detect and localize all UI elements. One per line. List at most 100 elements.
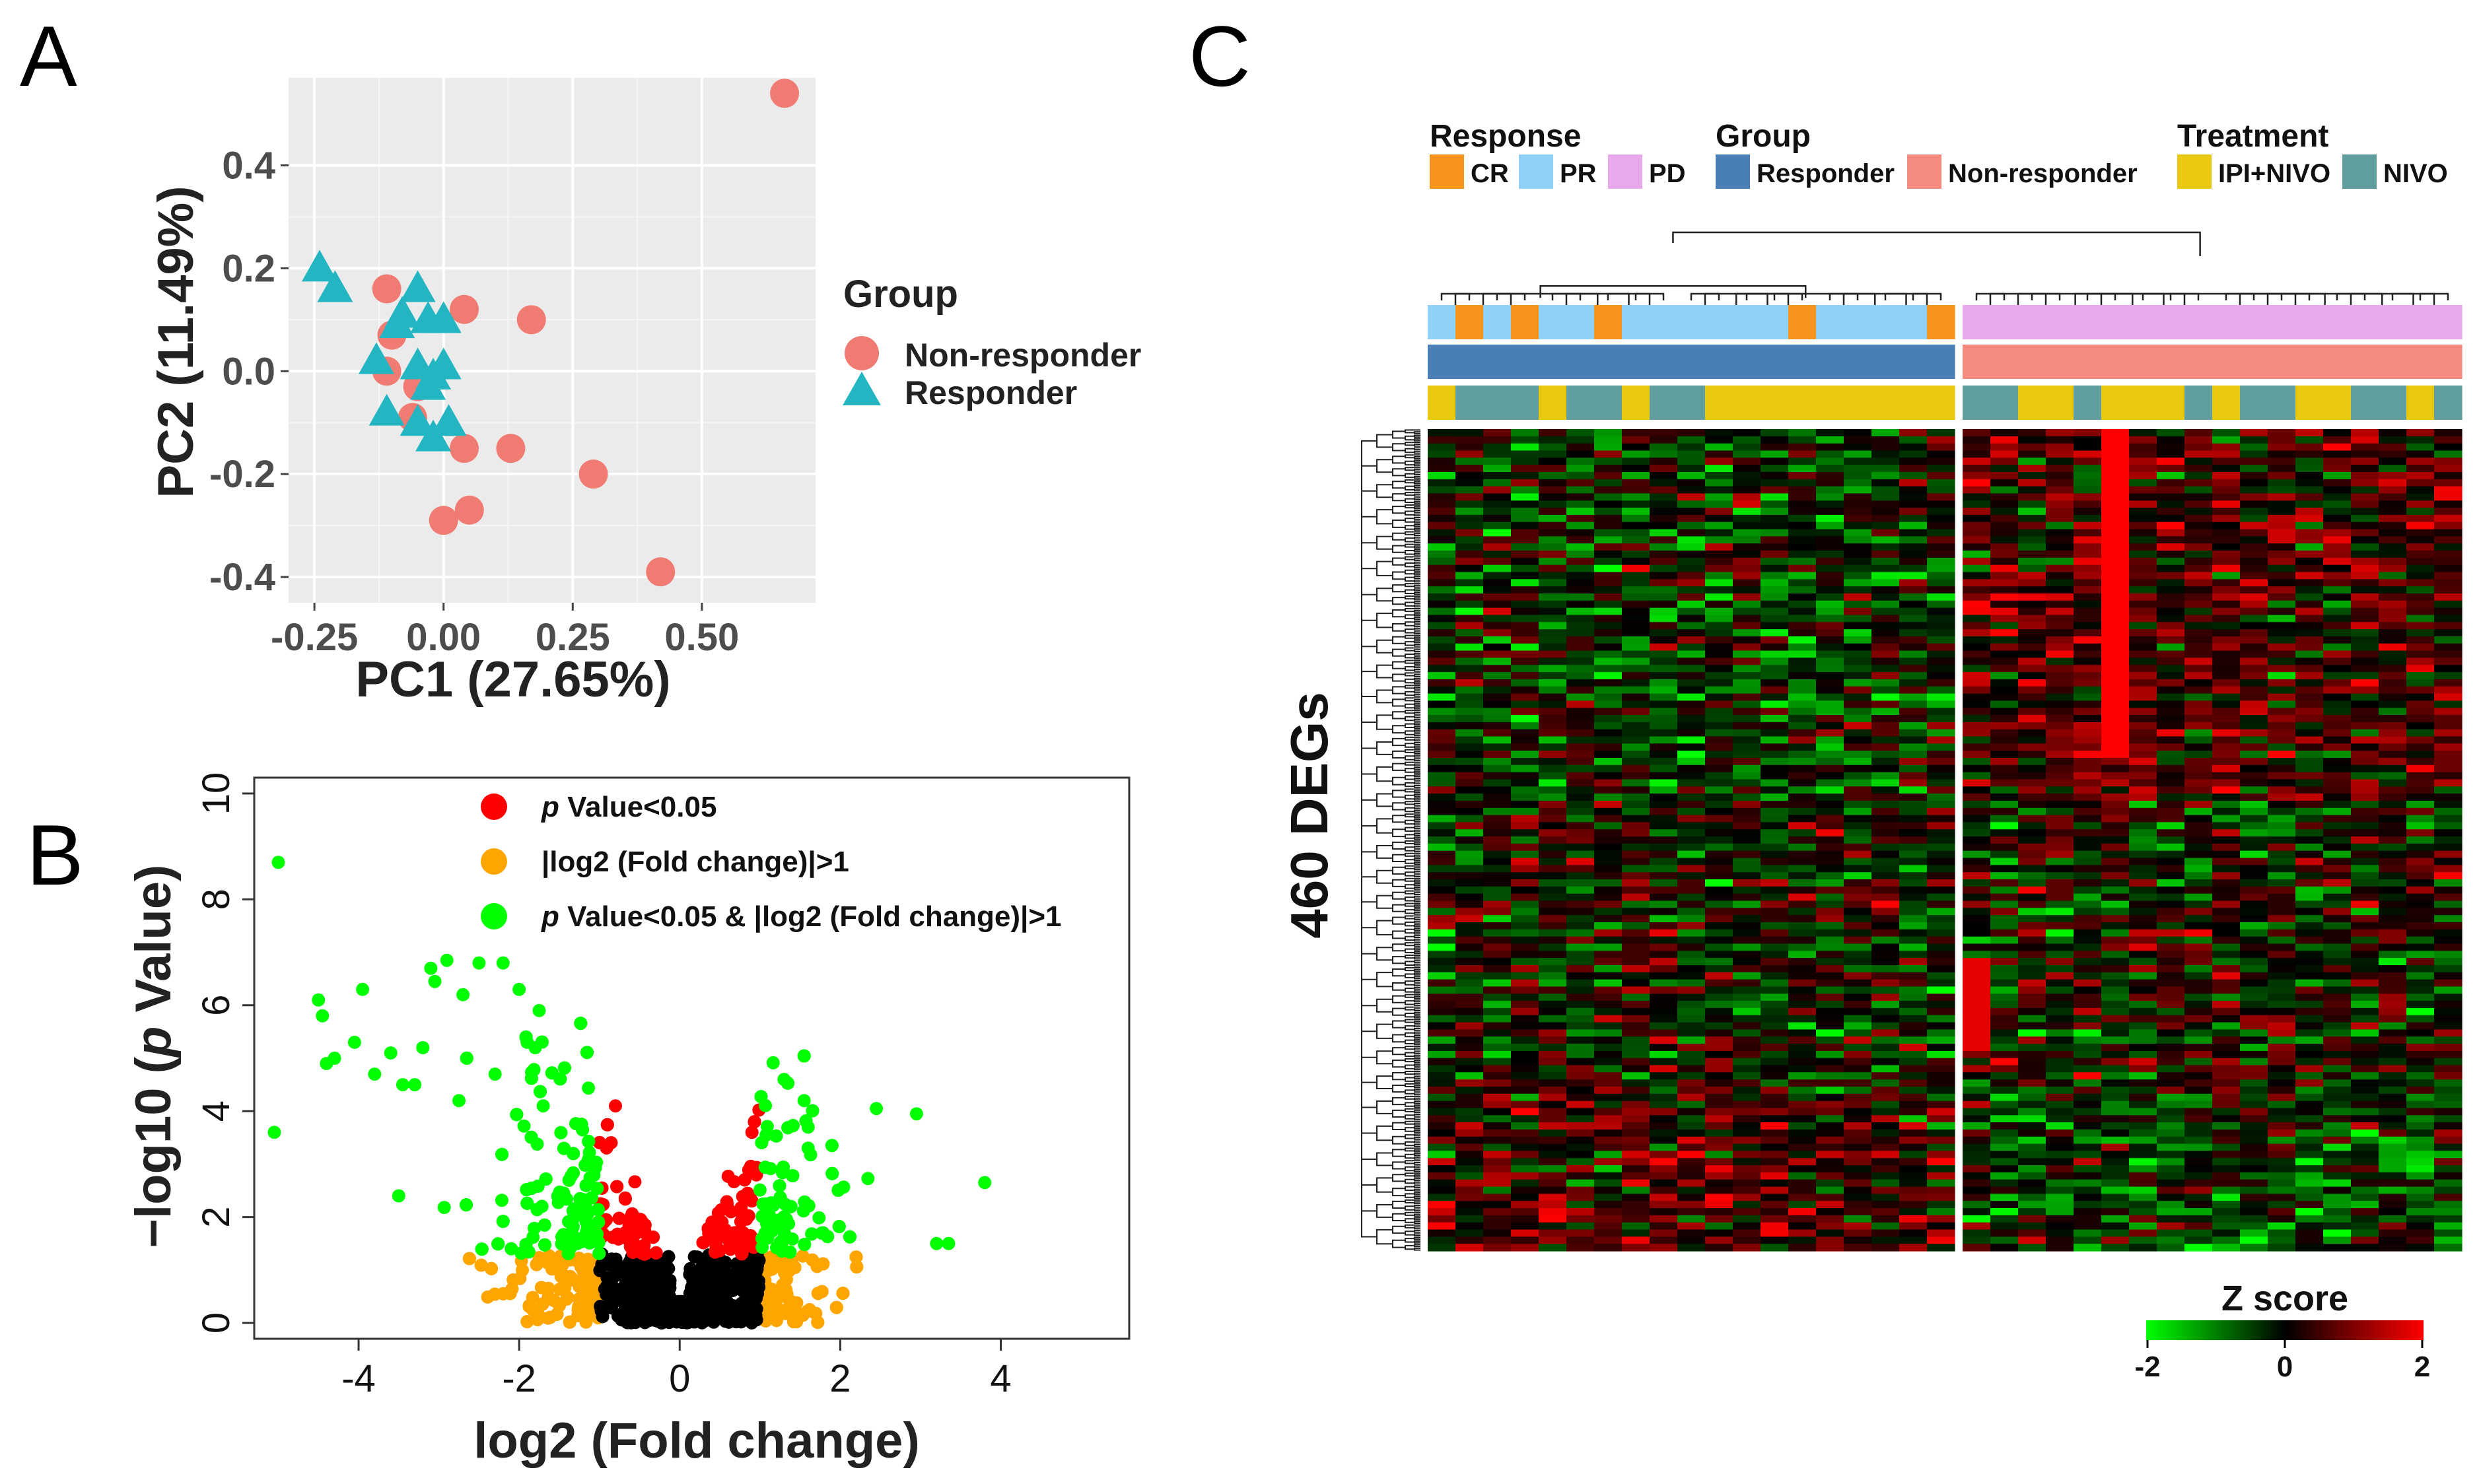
- heatmap-cell: [2434, 650, 2462, 658]
- volcano-point: [801, 1141, 815, 1155]
- heatmap-cell: [1539, 700, 1567, 708]
- heatmap-cell: [1539, 593, 1567, 601]
- heatmap-cell: [1677, 486, 1706, 494]
- heatmap-cell: [2323, 615, 2352, 623]
- heatmap-cell: [2046, 572, 2074, 580]
- volcano-point: [611, 1309, 625, 1323]
- heatmap-cell: [1677, 450, 1706, 458]
- heatmap-cell: [2101, 615, 2130, 623]
- heatmap-cell: [2268, 729, 2296, 737]
- heatmap-cell: [1733, 700, 1761, 708]
- heatmap-cell: [2074, 508, 2102, 516]
- heatmap-cell: [2323, 493, 2352, 501]
- heatmap-cell: [1899, 436, 1928, 444]
- heatmap-cell: [2240, 557, 2268, 566]
- volcano-point: [696, 1236, 710, 1250]
- heatmap-cell: [1788, 736, 1817, 744]
- heatmap-cell: [1761, 500, 1789, 508]
- annotation-response-cell: [1990, 305, 2019, 339]
- heatmap-cell: [2240, 564, 2268, 573]
- heatmap-cell: [1511, 650, 1539, 658]
- heatmap-cell: [2323, 486, 2352, 494]
- heatmap-cell: [1990, 622, 2019, 630]
- heatmap-cell: [2129, 551, 2157, 558]
- heatmap-cell: [1899, 579, 1928, 587]
- heatmap-cell: [2295, 472, 2324, 480]
- heatmap-cell: [1871, 700, 1900, 708]
- heatmap-cell: [1677, 443, 1706, 452]
- heatmap-cell: [1594, 686, 1623, 694]
- heatmap-cell: [2295, 536, 2324, 544]
- heatmap-cell: [2184, 522, 2213, 530]
- heatmap-cell: [1539, 650, 1567, 658]
- heatmap-cell: [1650, 572, 1678, 580]
- heatmap-cell: [1650, 658, 1678, 665]
- volcano-point: [754, 1090, 768, 1104]
- heatmap-cell: [1899, 715, 1928, 723]
- heatmap-cell: [2074, 472, 2102, 480]
- heatmap-cell: [1511, 600, 1539, 609]
- heatmap-cell: [1899, 465, 1928, 473]
- heatmap-cell: [2046, 643, 2074, 652]
- heatmap-cell: [1990, 636, 2019, 644]
- volcano-point: [579, 1289, 593, 1303]
- heatmap-cell: [1705, 658, 1733, 665]
- heatmap-cell: [2434, 607, 2462, 616]
- heatmap-cell: [1963, 450, 1991, 458]
- annotation-group-cell: [2268, 345, 2296, 379]
- heatmap-cell: [1483, 586, 1512, 594]
- heatmap-cell: [1455, 472, 1484, 480]
- heatmap-cell: [2212, 508, 2241, 516]
- heatmap-cell: [1539, 457, 1567, 465]
- heatmap-cell: [1733, 572, 1761, 580]
- heatmap-cell: [2351, 679, 2379, 687]
- volcano-point: [598, 1300, 611, 1314]
- pca-point-responder: [410, 368, 446, 400]
- heatmap-cell: [2157, 693, 2185, 701]
- heatmap-cell: [2240, 465, 2268, 473]
- volcano-y-axis-label-italic: p: [125, 1027, 182, 1058]
- heatmap-cell: [1816, 564, 1844, 573]
- heatmap-cell: [1788, 429, 1817, 437]
- heatmap-cell: [2323, 529, 2352, 537]
- heatmap-cell: [2018, 586, 2046, 594]
- heatmap-cell: [1844, 593, 1872, 601]
- heatmap-cell: [1899, 514, 1928, 523]
- heatmap-cell: [1483, 607, 1512, 616]
- heatmap-cell: [1705, 551, 1733, 558]
- heatmap-cell: [1788, 693, 1817, 701]
- heatmap-cell: [1483, 557, 1512, 566]
- annotation-response-cell: [1963, 305, 1991, 339]
- heatmap-cell: [1733, 472, 1761, 480]
- heatmap-cell: [2295, 529, 2324, 537]
- heatmap-cell: [1483, 708, 1512, 716]
- heatmap-cell: [1455, 579, 1484, 587]
- volcano-point: [618, 1192, 632, 1206]
- heatmap-cell: [1539, 729, 1567, 737]
- volcano-point: [750, 1302, 763, 1316]
- heatmap-cell: [2184, 679, 2213, 687]
- heatmap-cell: [1963, 679, 1991, 687]
- heatmap-cell: [2101, 622, 2130, 630]
- heatmap-cell: [2323, 450, 2352, 458]
- volcano-point: [646, 1289, 660, 1303]
- heatmap-cell: [1455, 564, 1484, 573]
- heatmap-cell: [1483, 564, 1512, 573]
- heatmap-cell: [2184, 658, 2213, 665]
- heatmap-cell: [2379, 672, 2407, 680]
- heatmap-cell: [1761, 665, 1789, 673]
- heatmap-cell: [2323, 708, 2352, 716]
- heatmap-cell: [1650, 722, 1678, 730]
- annotation-response-cell: [2323, 305, 2352, 339]
- heatmap-cell: [1788, 572, 1817, 580]
- heatmap-cell: [1788, 443, 1817, 452]
- heatmap-cell: [2240, 443, 2268, 452]
- heatmap-cell: [2434, 715, 2462, 723]
- pca-point-responder: [317, 270, 353, 302]
- heatmap-cell: [1650, 665, 1678, 673]
- heatmap-cell: [2018, 450, 2046, 458]
- heatmap-legend-label: PR: [1560, 159, 1597, 188]
- heatmap-cell: [2129, 557, 2157, 566]
- volcano-point: [825, 1139, 839, 1153]
- heatmap-cell: [1622, 600, 1650, 609]
